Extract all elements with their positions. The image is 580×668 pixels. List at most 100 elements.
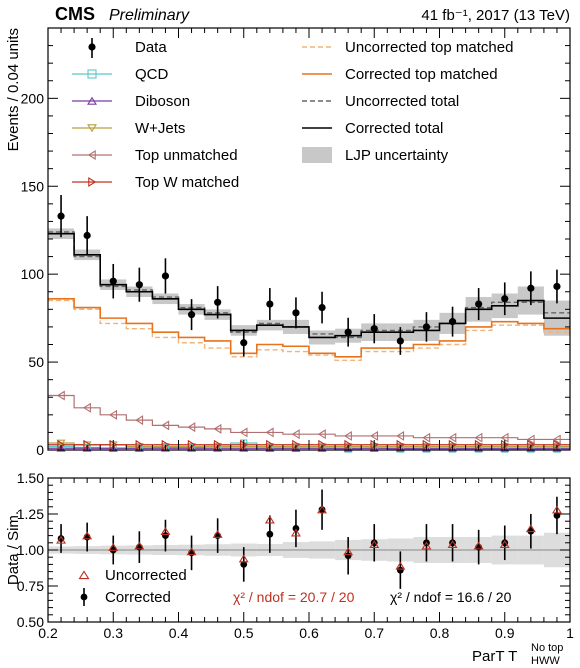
legend-ratio-uncorrected-marker [78, 570, 90, 580]
marker-top-unmatched [82, 402, 91, 413]
marker-wjets [343, 443, 353, 451]
marker-top-unmatched [239, 427, 248, 438]
marker-wjets [56, 439, 66, 447]
ratio-uncorrected-point [447, 540, 458, 548]
ratio-points [56, 489, 562, 589]
marker-top-unmatched [213, 423, 222, 434]
ratio-uncorrected-point [186, 547, 197, 556]
ratio-uncorrected-point [108, 542, 119, 551]
legend-corr-top-matched-label: Corrected top matched [345, 66, 498, 83]
ratio-y-tick-label: 0.75 [17, 578, 44, 594]
marker-wjets [526, 443, 536, 451]
main-markers [56, 390, 562, 453]
y-tick-label: 0 [36, 442, 44, 458]
ratio-corrected-point [240, 561, 248, 568]
x-tick-label: 0.3 [104, 625, 124, 641]
marker-wjets [265, 443, 275, 451]
marker-top-unmatched [291, 429, 300, 440]
x-axis-label-sup: No top [531, 642, 563, 654]
ratio-corrected-point [292, 525, 300, 532]
legend-data-label: Data [135, 39, 167, 56]
ratio-uncorrected-point [56, 535, 67, 544]
x-tick-label: 0.9 [495, 625, 515, 641]
ratio-uncorrected-point [82, 531, 93, 540]
data-point [422, 323, 431, 331]
data-point [318, 303, 326, 312]
marker-wjets [213, 443, 223, 451]
data-point [396, 337, 404, 345]
data-point [475, 300, 483, 308]
ratio-axes: 0.50 0.75 1.00 1.25 1.50 0.2 0.3 0.4 0.5 0.6 0.7 0.… [17, 470, 574, 641]
marker-top-unmatched [187, 422, 196, 433]
x-tick-label: 0.6 [299, 625, 319, 641]
ratio-uncorrected-point [264, 515, 275, 524]
y-tick-label: 100 [21, 266, 45, 282]
data-point [214, 298, 222, 306]
legend-uncorr-total-label: Uncorrected total [345, 93, 459, 110]
x-axis-label-main: ParT T [472, 648, 517, 665]
legend-uncorr-top-matched-label: Uncorrected top matched [345, 39, 513, 56]
marker-wjets [82, 441, 92, 449]
marker-top-unmatched [135, 415, 144, 426]
ratio-y-tick-label: 1.25 [17, 506, 44, 522]
marker-wjets [421, 443, 431, 451]
ratio-uncorrected-point [160, 527, 171, 536]
legend-ratio-corrected-marker [80, 593, 88, 601]
marker-top-unmatched [448, 432, 457, 443]
legend-ratio-uncorrected-label: Uncorrected [105, 567, 187, 584]
legend-diboson-marker [87, 96, 97, 105]
data-point [57, 212, 65, 220]
ratio-uncorrected-point [212, 529, 223, 538]
marker-wjets [317, 443, 327, 451]
marker-wjets [160, 443, 170, 451]
ratio-uncorrected-point [134, 541, 145, 550]
marker-top-unmatched [161, 420, 170, 431]
marker-top-unmatched [552, 434, 561, 445]
ratio-y-tick-label: 1.50 [17, 470, 44, 486]
chi2-uncorrected: χ² / ndof = 20.7 / 20 [233, 589, 355, 605]
y-axis-label-bottom: Data / Sim. [5, 511, 22, 585]
ratio-uncorrected-point [421, 541, 432, 550]
data-point [83, 231, 91, 240]
main-data-points [57, 195, 561, 357]
preliminary-label: Preliminary [109, 7, 190, 24]
marker-top-unmatched [265, 427, 274, 438]
marker-wjets [474, 443, 484, 451]
cms-label: CMS [55, 4, 95, 24]
ratio-y-tick-label: 0.50 [17, 614, 44, 630]
y-axis-label-top: Events / 0.04 units [5, 28, 22, 151]
legend-qcd-marker [87, 69, 97, 79]
ratio-corrected-point [162, 532, 169, 539]
ratio-y-tick-label: 1.00 [17, 542, 44, 558]
legend-ratio-corrected-label: Corrected [105, 589, 171, 606]
data-point [292, 309, 300, 317]
ratio-corrected-point [318, 506, 326, 514]
marker-top-unmatched [396, 430, 405, 441]
data-point [240, 339, 248, 347]
legend-corr-total-label: Corrected total [345, 120, 443, 137]
hist-top-unmatched [48, 394, 570, 441]
marker-top-unmatched [109, 409, 117, 420]
ratio-corrected-point [344, 552, 352, 560]
ratio-uncorrected-point [551, 505, 562, 514]
chi2-corrected: χ² / ndof = 16.6 / 20 [390, 589, 512, 605]
x-tick-label: 0.5 [234, 625, 254, 641]
x-tick-label: 0.4 [169, 625, 189, 641]
lumi-label: 41 fb⁻¹, 2017 (13 TeV) [421, 7, 570, 24]
data-point [527, 284, 535, 292]
marker-top-unmatched [500, 432, 509, 443]
hist-corr-total [48, 232, 570, 339]
main-axes: 0 50 100 150 200 [21, 27, 571, 458]
legend-qcd-label: QCD [135, 66, 169, 83]
ratio-uncertainty-band [48, 532, 570, 568]
ratio-corrected-point [553, 512, 561, 519]
ratio-uncorrected-point [317, 505, 328, 514]
marker-wjets [552, 443, 562, 451]
marker-top-unmatched [317, 429, 326, 440]
legend-wjets-label: W+Jets [135, 120, 185, 137]
x-tick-label: 0.2 [38, 625, 58, 641]
data-point [187, 311, 196, 319]
data-point [344, 328, 352, 336]
legend-diboson-label: Diboson [135, 93, 190, 110]
data-point [161, 272, 170, 280]
